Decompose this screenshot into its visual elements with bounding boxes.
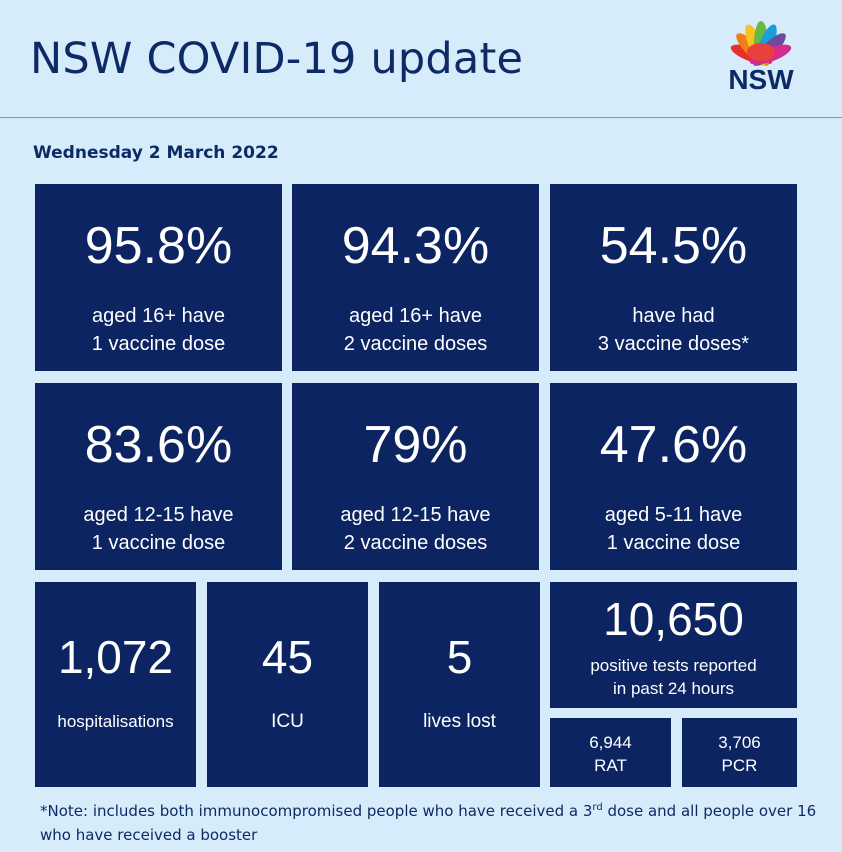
tile-caption: 1 vaccine dose — [606, 532, 741, 554]
tile-value: 83.6% — [84, 416, 233, 474]
footnote-text: *Note: includes both immunocompromised p… — [40, 802, 593, 820]
page-title: NSW COVID-19 update — [30, 34, 524, 84]
positive-tests-caption: in past 24 hours — [613, 679, 734, 698]
hospitalisations-tile: 1,072 hospitalisations — [35, 582, 196, 787]
tile-caption: 3 vaccine doses* — [597, 333, 750, 355]
positive-tests-tile: 10,650 positive tests reported in past 2… — [550, 582, 797, 708]
tile-caption: aged 16+ have — [349, 305, 482, 327]
tile-value: 94.3% — [341, 217, 490, 275]
vaccine-tile-16-dose1: 95.8% aged 16+ have 1 vaccine dose — [35, 184, 282, 371]
tile-caption: aged 16+ have — [92, 305, 225, 327]
tile-value: 54.5% — [599, 217, 748, 275]
waratah-icon — [730, 21, 792, 66]
tile-caption: 1 vaccine dose — [91, 333, 226, 355]
lives-lost-label: lives lost — [423, 711, 496, 732]
vaccine-tile-12-15-dose1: 83.6% aged 12-15 have 1 vaccine dose — [35, 383, 282, 570]
tile-value: 47.6% — [599, 416, 748, 474]
vaccine-tile-5-11-dose1: 47.6% aged 5-11 have 1 vaccine dose — [550, 383, 797, 570]
hospitalisations-label: hospitalisations — [57, 712, 174, 731]
nsw-logo: NSW — [716, 14, 806, 96]
rat-tile: 6,944 RAT — [550, 718, 671, 787]
vaccine-tile-dose3: 54.5% have had 3 vaccine doses* — [550, 184, 797, 371]
footnote-superscript: rd — [592, 802, 603, 813]
logo-text: NSW — [728, 64, 794, 95]
tile-caption: 2 vaccine doses — [343, 333, 488, 355]
icu-tile: 45 ICU — [207, 582, 368, 787]
icu-value: 45 — [261, 631, 314, 683]
tile-caption: aged 12-15 have — [340, 504, 491, 526]
report-date: Wednesday 2 March 2022 — [33, 143, 279, 163]
positive-tests-value: 10,650 — [603, 593, 744, 645]
lives-lost-tile: 5 lives lost — [379, 582, 540, 787]
rat-value: 6,944 — [589, 733, 632, 752]
vaccine-tile-16-dose2: 94.3% aged 16+ have 2 vaccine doses — [292, 184, 539, 371]
vaccine-tile-12-15-dose2: 79% aged 12-15 have 2 vaccine doses — [292, 383, 539, 570]
tile-caption: 2 vaccine doses — [343, 532, 488, 554]
tile-caption: aged 5-11 have — [604, 504, 743, 526]
header-divider — [0, 117, 842, 118]
rat-label: RAT — [594, 756, 627, 775]
hospitalisations-value: 1,072 — [57, 631, 174, 683]
tile-caption: aged 12-15 have — [83, 504, 234, 526]
footnote: *Note: includes both immunocompromised p… — [40, 796, 830, 847]
footnote-text-end: dose and all people over 16 who have rec… — [40, 802, 817, 844]
positive-tests-caption: positive tests reported — [590, 656, 757, 675]
pcr-value: 3,706 — [718, 733, 761, 752]
tile-value: 79% — [363, 416, 468, 474]
pcr-label: PCR — [721, 756, 758, 775]
pcr-tile: 3,706 PCR — [682, 718, 797, 787]
lives-lost-value: 5 — [446, 631, 473, 683]
tile-caption: have had — [632, 305, 715, 327]
tile-caption: 1 vaccine dose — [91, 532, 226, 554]
icu-label: ICU — [271, 711, 304, 732]
tile-value: 95.8% — [84, 217, 233, 275]
